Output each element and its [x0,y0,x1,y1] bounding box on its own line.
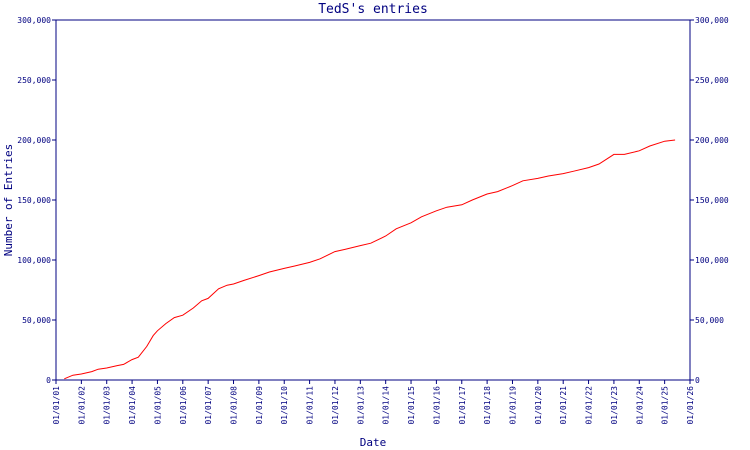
x-tick-label: 01/01/13 [356,386,365,425]
x-tick-label: 01/01/22 [585,386,594,425]
y-tick-label-right: 300,000 [695,16,729,25]
y-axis-label: Number of Entries [2,144,15,257]
x-tick-label: 01/01/05 [153,386,162,425]
x-tick-label: 01/01/11 [306,386,315,425]
x-tick-label: 01/01/03 [103,386,112,425]
x-tick-label: 01/01/06 [179,386,188,425]
x-tick-label: 01/01/21 [559,386,568,425]
y-tick-label-left: 300,000 [17,16,51,25]
x-tick-label: 01/01/24 [635,386,644,425]
y-tick-label-left: 150,000 [17,196,51,205]
x-tick-label: 01/01/18 [483,386,492,425]
x-tick-label: 01/01/04 [128,386,137,425]
x-tick-label: 01/01/08 [230,386,239,425]
y-tick-label-right: 250,000 [695,76,729,85]
plot-frame [55,19,691,381]
x-tick-label: 01/01/09 [255,386,264,425]
x-tick-label: 01/01/23 [610,386,619,425]
x-tick-label: 01/01/26 [686,386,695,425]
chart-title: TedS's entries [318,2,428,17]
y-axis-ticks: 0 0 50,000 50,000 100,000 100,000 150,000 150,0… [17,16,729,385]
x-tick-label: 01/01/14 [382,386,391,425]
x-tick-label: 01/01/07 [204,386,213,425]
y-tick-label-left: 200,000 [17,136,51,145]
y-tick-label-right: 150,000 [695,196,729,205]
x-tick-label: 01/01/19 [508,386,517,425]
y-tick-label-left: 100,000 [17,256,51,265]
x-tick-label: 01/01/02 [77,386,86,425]
x-tick-label: 01/01/16 [432,386,441,425]
x-tick-label: 01/01/25 [661,386,670,425]
x-axis-ticks: 01/01/01 01/01/02 01/01/03 01/01/04 01/01/05… [52,380,695,425]
x-tick-label: 01/01/17 [458,386,467,425]
x-tick-label: 01/01/15 [407,386,416,425]
x-tick-label: 01/01/10 [280,386,289,425]
y-tick-label-right: 50,000 [695,316,724,325]
y-tick-label-right: 200,000 [695,136,729,145]
x-tick-label: 01/01/20 [534,386,543,425]
y-tick-label-left: 250,000 [17,76,51,85]
series-group [64,139,676,380]
y-tick-label-right: 100,000 [695,256,729,265]
y-tick-label-left: 0 [46,376,51,385]
series-line [64,139,676,380]
x-tick-label: 01/01/12 [331,386,340,425]
x-axis-label: Date [360,436,387,449]
y-tick-label-left: 50,000 [22,316,51,325]
x-tick-label: 01/01/01 [52,386,61,425]
y-tick-label-right: 0 [695,376,700,385]
